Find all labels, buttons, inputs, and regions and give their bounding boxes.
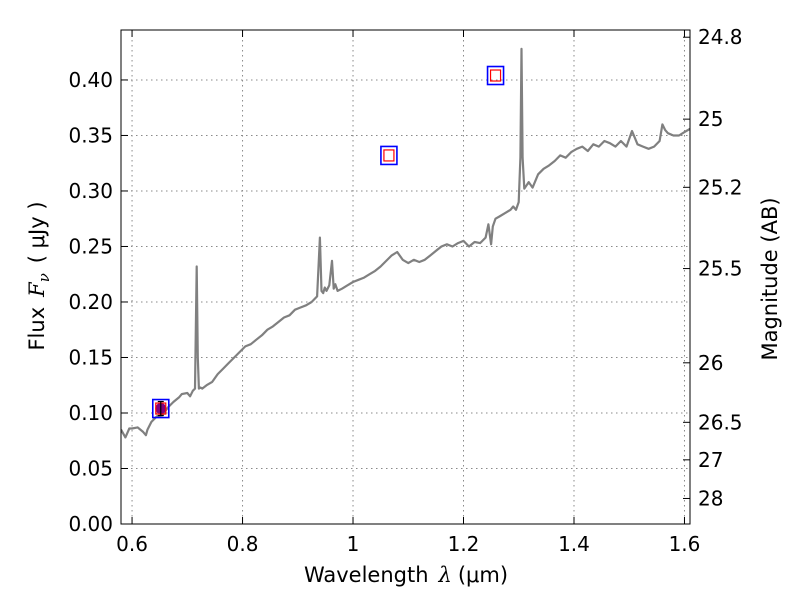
y-tick-label: 0.15 xyxy=(68,345,113,369)
y-tick-label: 0.40 xyxy=(68,68,113,92)
right-tick-label: 25.2 xyxy=(698,175,743,199)
y-axis-symbol: F xyxy=(25,281,49,298)
spectrum-line xyxy=(121,47,690,439)
y-tick-label: 0.00 xyxy=(68,512,113,536)
right-tick-label: 25 xyxy=(698,107,723,131)
x-axis-unit: (μm) xyxy=(458,563,508,587)
y-axis-subscript: ν xyxy=(35,273,53,282)
axes-frame xyxy=(120,29,691,525)
y-tick-label: 0.05 xyxy=(68,456,113,480)
plot-area xyxy=(121,47,690,439)
y-axis-label-text: Flux xyxy=(25,307,49,351)
x-tick-label: 0.8 xyxy=(227,532,259,556)
y-axis-label: Flux Fν ( μJy ) xyxy=(25,201,53,350)
right-tick-label: 25.5 xyxy=(698,257,743,281)
photometry-box-inner xyxy=(383,149,395,162)
x-gridlines xyxy=(131,30,685,524)
y-tick-label: 0.10 xyxy=(68,401,113,425)
photometry-point xyxy=(151,398,170,419)
right-tick-label: 27 xyxy=(698,448,723,472)
y-tick-label: 0.35 xyxy=(68,123,113,147)
y-tick-label: 0.20 xyxy=(68,290,113,314)
x-axis-ticks: 0.6 0.8 1 1.2 1.4 1.6 xyxy=(116,30,700,556)
photometry-points xyxy=(151,65,505,419)
right-tick-label: 26.5 xyxy=(698,410,743,434)
x-axis-symbol: λ xyxy=(438,563,452,587)
y-axis-ticks: 0.00 0.05 0.10 0.15 0.20 0.25 0.30 0.35 0.40 xyxy=(68,68,128,536)
x-tick-label: 1.2 xyxy=(448,532,480,556)
x-tick-label: 0.6 xyxy=(116,532,148,556)
x-axis-label-text: Wavelength xyxy=(304,563,429,587)
photometry-box-outer xyxy=(380,145,398,166)
right-tick-label: 28 xyxy=(698,486,723,510)
right-tick-label: 24.8 xyxy=(698,25,743,49)
x-tick-label: 1.6 xyxy=(669,532,701,556)
y-tick-label: 0.30 xyxy=(68,179,113,203)
y-axis-unit: ( μJy ) xyxy=(25,201,49,263)
y-gridlines xyxy=(121,79,690,525)
y-tick-label: 0.25 xyxy=(68,234,113,258)
photometry-point xyxy=(486,65,505,86)
x-tick-label: 1 xyxy=(347,532,360,556)
x-tick-label: 1.4 xyxy=(558,532,590,556)
photometry-box-outer xyxy=(486,65,505,86)
photometry-point xyxy=(380,145,398,166)
x-axis-label: Wavelength λ (μm) xyxy=(304,563,508,587)
photometry-box-outer xyxy=(151,398,170,419)
right-axis-ticks: 24.8 25 25.2 25.5 26 26.5 27 28 xyxy=(683,25,743,510)
right-tick-label: 26 xyxy=(698,351,723,375)
photometry-box-inner xyxy=(489,69,502,82)
right-axis-label: Magnitude (AB) xyxy=(758,197,782,360)
